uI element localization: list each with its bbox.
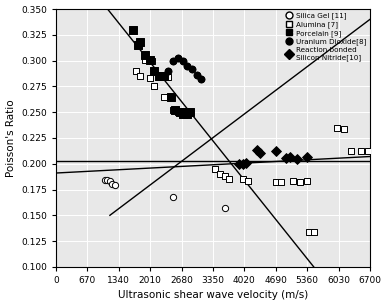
Point	[341, 126, 347, 131]
Point	[306, 230, 312, 234]
Point	[103, 178, 110, 183]
Point	[287, 154, 293, 159]
Point	[161, 94, 167, 99]
Point	[217, 172, 223, 177]
Point	[278, 180, 284, 185]
Point	[273, 180, 279, 185]
Point	[187, 110, 193, 115]
Point	[133, 69, 139, 73]
Point	[226, 177, 233, 182]
Point	[289, 179, 296, 184]
Point	[180, 112, 186, 117]
Point	[303, 154, 310, 159]
Point	[165, 75, 171, 80]
Point	[102, 178, 108, 183]
Point	[178, 112, 185, 117]
Point	[311, 230, 317, 234]
Point	[243, 160, 249, 165]
Point	[172, 108, 178, 113]
Point	[175, 110, 181, 115]
Point	[222, 206, 228, 211]
Point	[283, 155, 289, 160]
Point	[109, 182, 115, 187]
Point	[245, 179, 251, 184]
Point	[170, 108, 176, 113]
Point	[273, 149, 279, 154]
Point	[151, 69, 158, 73]
Point	[147, 76, 153, 80]
Point	[168, 94, 174, 99]
Point	[212, 166, 218, 171]
Point	[149, 58, 155, 63]
Point	[156, 73, 162, 77]
Point	[107, 179, 113, 184]
Point	[296, 180, 303, 185]
X-axis label: Ultrasonic shear wave velocity (m/s): Ultrasonic shear wave velocity (m/s)	[118, 290, 308, 300]
Point	[334, 125, 340, 130]
Point	[184, 112, 190, 117]
Point	[348, 149, 354, 154]
Point	[147, 57, 153, 62]
Point	[151, 84, 158, 89]
Point	[137, 74, 144, 79]
Point	[303, 179, 310, 184]
Y-axis label: Poisson's Ratio: Poisson's Ratio	[5, 99, 15, 177]
Point	[142, 57, 148, 62]
Point	[111, 183, 118, 188]
Point	[254, 148, 260, 153]
Point	[177, 110, 183, 115]
Point	[161, 74, 167, 79]
Legend: Silica Gel [11], Alumina [7], Porcelain [9], Uranium Dioxide[8], Reaction bonded: Silica Gel [11], Alumina [7], Porcelain …	[284, 11, 368, 62]
Point	[130, 27, 137, 32]
Point	[135, 43, 141, 48]
Point	[222, 174, 228, 179]
Point	[294, 156, 300, 161]
Point	[170, 194, 176, 199]
Point	[182, 110, 188, 115]
Point	[236, 161, 242, 166]
Point	[240, 161, 247, 166]
Point	[240, 177, 247, 182]
Point	[142, 53, 148, 58]
Point	[156, 74, 162, 79]
Point	[257, 151, 263, 156]
Point	[358, 149, 364, 154]
Point	[365, 149, 371, 154]
Point	[137, 39, 144, 44]
